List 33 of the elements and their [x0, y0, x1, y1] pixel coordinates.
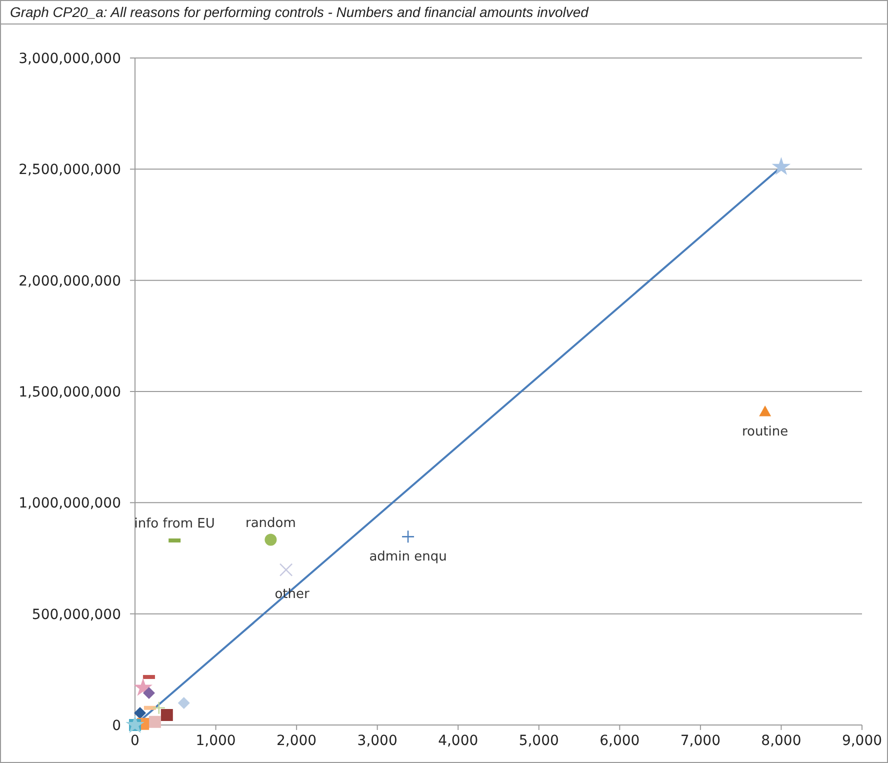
x-tick-label: 0 — [130, 733, 140, 749]
x-tick-label: 9,000 — [842, 733, 882, 749]
point — [264, 534, 277, 546]
series-label: info from EU — [134, 516, 215, 532]
x-tick-label: 2,000 — [276, 733, 317, 749]
point — [160, 708, 173, 721]
point — [178, 696, 190, 709]
x-tick-label: 8,000 — [761, 733, 802, 749]
point — [772, 157, 791, 175]
x-tick-label: 5,000 — [518, 733, 559, 749]
point — [279, 563, 293, 576]
point — [401, 530, 415, 544]
x-tick-label: 1,000 — [196, 733, 236, 749]
chart-title: Graph CP20_a: All reasons for performing controls - Numbers and financial amounts involved — [10, 4, 590, 20]
x-tick-label: 7,000 — [680, 733, 720, 749]
series-label: random — [245, 516, 296, 531]
y-tick-label: 2,000,000,000 — [18, 273, 121, 290]
y-tick-label: 3,000,000,000 — [18, 51, 121, 67]
x-tick-label: 4,000 — [438, 733, 478, 749]
y-tick-label: 1,000,000,000 — [18, 496, 121, 512]
y-tick-label: 500,000,000 — [32, 606, 121, 623]
y-tick-label: 2,500,000,000 — [18, 162, 121, 178]
x-tick-label: 3,000 — [357, 733, 398, 749]
point — [148, 716, 161, 728]
series-label: routine — [742, 424, 788, 440]
point — [126, 715, 144, 734]
series-label: admin enqu — [369, 550, 447, 565]
point — [759, 406, 772, 416]
x-tick-label: 6,000 — [600, 733, 640, 749]
point — [152, 701, 166, 715]
point — [134, 706, 146, 719]
y-tick-label: 1,500,000,000 — [18, 384, 121, 400]
y-tick-label: 0 — [112, 718, 121, 734]
